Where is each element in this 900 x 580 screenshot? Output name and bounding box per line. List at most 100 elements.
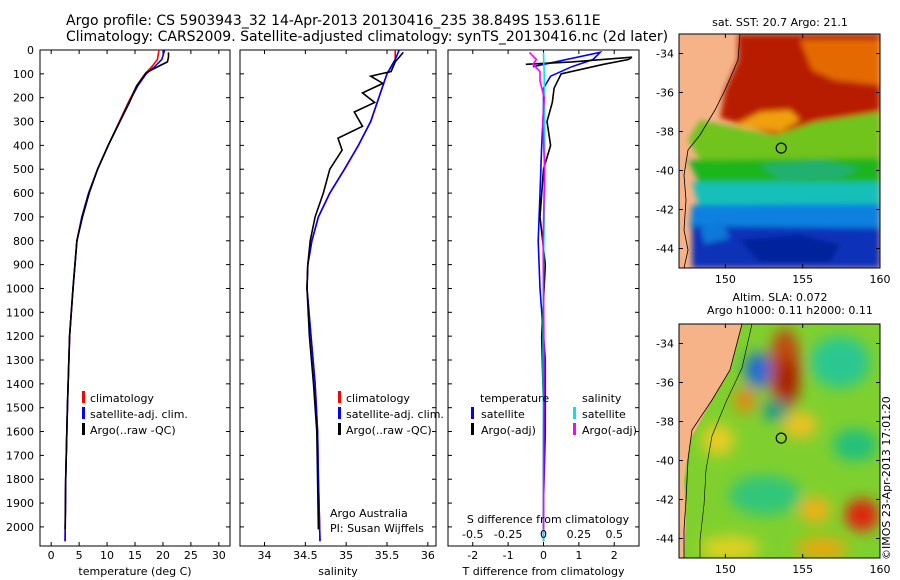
legend-label: Argo(-adj) [582,424,637,437]
legend-swatch [338,391,341,403]
x-tick-label: 1 [575,549,582,562]
x-tick-label: 15 [128,549,142,562]
series-group [64,50,170,542]
coastline [683,34,741,268]
salinity-tick-label: -0.5 [462,528,483,541]
sla-map-title: Altim. SLA: 0.072 [732,291,827,304]
map-y-tick-label: -44 [656,243,674,256]
sst-map-title: sat. SST: 20.7 Argo: 21.1 [712,16,848,29]
y-tick-label: 1500 [6,402,34,415]
figure-title-line-2: Climatology: CARS2009. Satellite-adjuste… [66,29,669,45]
difference-chart: -2 -1 0 1 2 T difference from climatology temp… [447,49,640,578]
sla-field [700,328,879,558]
salinity-tick-label: 0.5 [605,528,623,541]
series-line-s-argo-adj- [528,51,546,530]
legend-swatch [573,407,576,419]
map-y-tick-label: -40 [656,455,674,468]
legend-swatch [471,407,474,419]
x-tick-label: 5 [76,549,83,562]
series-line-t-satellite [532,51,603,542]
y-tick-label: 700 [13,211,34,224]
sla-map-frame [678,323,881,559]
y-tick-label: 800 [13,235,34,248]
plot-frame [239,49,437,547]
legend-label: satellite-adj. clim. [90,408,188,421]
map-y-tick-label: -38 [656,126,674,139]
legend-label: satellite-adj. clim. [346,408,444,421]
y-tick-label: 400 [13,139,34,152]
y-tick-label: 1000 [6,282,34,295]
legend-swatch [471,423,474,435]
x-tick-label: 36 [421,549,435,562]
salinity-tick-label: 0.25 [567,528,592,541]
legend-label: Argo(..raw -QC) [90,424,176,437]
map-x-tick-label: 160 [870,273,891,286]
coastline [683,324,743,558]
map-x-tick-label: 150 [715,563,736,576]
x-axis-label: T difference from climatology [462,565,625,578]
imos-timestamp: ©IMOS 23-Apr-2013 17:01:20 [880,396,893,560]
legend-title-salinity: salinity [582,392,622,405]
x-axis-label: temperature (deg C) [78,565,191,578]
sst-field [688,34,880,268]
series-group [306,50,404,542]
legend-label: satellite [582,408,626,421]
y-tick-label: 600 [13,187,34,200]
sst-map-frame [678,33,881,269]
legend-label: Argo(..raw -QC) [346,424,432,437]
x-tick-label: 10 [100,549,114,562]
sst-map: sat. SST: 20.7 Argo: 21.1 150 155 160 -34 -3… [656,16,890,286]
y-tick-label: 1600 [6,426,34,439]
y-tick-label: 100 [13,68,34,81]
y-tick-label: 1200 [6,330,34,343]
x-tick-label: -2 [467,549,478,562]
map-x-tick-label: 160 [870,563,891,576]
x-tick-label: 2 [611,549,618,562]
y-tick-label: 1400 [6,378,34,391]
legend-swatch [82,423,85,435]
salinity-diff-axis-label: S difference from climatology [467,513,630,526]
x-tick-label: 35 [339,549,353,562]
x-tick-label: 0 [48,549,55,562]
y-tick-label: 300 [13,116,34,129]
map-y-tick-label: -42 [656,204,674,217]
legend-swatch [338,407,341,419]
y-tick-label: 200 [13,92,34,105]
y-tick-label: 1800 [6,473,34,486]
map-x-tick-label: 155 [792,273,813,286]
legend-swatch [82,391,85,403]
y-tick-label: 1700 [6,449,34,462]
sla-map: Altim. SLA: 0.072 Argo h1000: 0.11 h2000… [656,291,890,576]
map-y-tick-label: -38 [656,416,674,429]
legend-title-temperature: temperature [480,392,549,405]
float-position-marker [775,432,787,444]
sla-map-subtitle: Argo h1000: 0.11 h2000: 0.11 [707,304,873,317]
plot-frame [39,49,231,547]
legend-swatch [573,423,576,435]
map-y-tick-label: -34 [656,48,674,61]
x-tick-label: 35.5 [375,549,400,562]
salinity-tick-label: 0 [540,528,547,541]
salinity-chart: 34 34.5 35 35.5 36 salinity climatology satelli… [239,49,444,578]
x-tick-label: 34 [258,549,272,562]
temperature-chart: 0100200300400500600700800900100011001200… [6,44,231,578]
y-tick-label: 500 [13,163,34,176]
series-line-argo-raw-qc- [64,52,170,530]
map-y-tick-label: -40 [656,165,674,178]
legend-label: satellite [481,408,525,421]
series-line-t-argo-adj- [525,56,633,530]
y-tick-label: 0 [27,44,34,57]
x-tick-label: 0 [540,549,547,562]
map-y-tick-label: -44 [656,533,674,546]
x-tick-label: 30 [212,549,226,562]
legend-label: climatology [90,392,154,405]
legend-swatch [338,423,341,435]
salinity-tick-label: -0.25 [494,528,522,541]
legend-label: Argo(-adj) [481,424,536,437]
annotation-text: PI: Susan Wijffels [330,522,424,535]
figure-title-line-1: Argo profile: CS 5903943_32 14-Apr-2013 … [66,13,601,29]
isobath-contour [699,324,753,558]
x-axis-label: salinity [318,565,358,578]
series-group [525,51,633,542]
